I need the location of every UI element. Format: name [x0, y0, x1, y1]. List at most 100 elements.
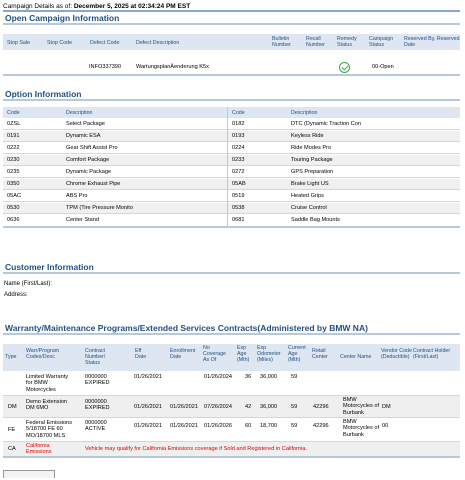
- warranty-row[interactable]: CA California Emissions Vehicle may qual…: [3, 442, 460, 458]
- defect-description: WartungsplanÄenderung K5x: [136, 64, 209, 70]
- option-row: 0350 Chrome Exhaust Pipe 05AB Brake Ligh…: [3, 179, 460, 190]
- option-header: Code Description Code Description: [3, 107, 460, 118]
- option-row: 0530 TPM (Tire Pressure Monito 0538 Crui…: [3, 203, 460, 214]
- current-age: 59: [291, 423, 298, 429]
- option-code: 0272: [232, 169, 245, 175]
- col-program: Warr/Program Codes/Desc: [26, 348, 60, 360]
- col-remedy: Remedy Status: [337, 36, 357, 48]
- option-code: 0233: [232, 157, 245, 163]
- no-coverage-date: 07/26/2024: [204, 404, 232, 410]
- exp-age: 36: [245, 374, 252, 380]
- enrollment-date: 01/26/2021: [170, 404, 198, 410]
- exp-age: 60: [245, 423, 252, 429]
- option-desc: GPS Preparation: [291, 169, 334, 175]
- top-divider: [3, 10, 460, 12]
- option-desc: Select Package: [66, 121, 105, 127]
- col-center: Center Name: [340, 354, 372, 360]
- option-code: 0636: [7, 217, 20, 223]
- col-cur-age: Current Age (Mth): [288, 345, 306, 363]
- contract-status: 0000000 EXPIRED: [85, 374, 110, 387]
- eff-date: 01/26/2021: [134, 404, 162, 410]
- warranty-row[interactable]: Limited Warranty for BMW Motorcycles 000…: [3, 371, 460, 396]
- current-age: 59: [291, 404, 298, 410]
- asof-value: December 5, 2025 at 02:34:24 PM EST: [73, 3, 191, 10]
- option-desc: Chrome Exhaust Pipe: [66, 181, 121, 187]
- option-desc: TPM (Tire Pressure Monito: [66, 205, 133, 211]
- program-desc: Limited Warranty for BMW Motorcycles: [26, 374, 69, 393]
- col-recall: Recall Number: [306, 36, 325, 48]
- warranty-type: CA: [8, 446, 16, 452]
- option-code: 0193: [232, 133, 245, 139]
- option-code: 0ZSL: [7, 121, 21, 127]
- option-code: 05AC: [7, 193, 21, 199]
- option-code: 0681: [232, 217, 245, 223]
- option-row: 0230 Comfort Package 0233 Touring Packag…: [3, 155, 460, 166]
- option-desc: Keyless Ride: [291, 133, 324, 139]
- option-code: 0191: [7, 133, 20, 139]
- exp-odometer: 36,000: [260, 374, 278, 380]
- col-defect-code: Defect Code: [90, 40, 120, 46]
- col-code-left: Code: [7, 110, 20, 116]
- col-code-right: Code: [232, 110, 245, 116]
- option-desc: Gear Shift Assist Pro: [66, 145, 118, 151]
- option-code: 0222: [7, 145, 20, 151]
- retail-center: 42296: [313, 423, 329, 429]
- customer-info-title: Customer Information: [3, 262, 460, 274]
- warranty-type: FE: [8, 427, 16, 433]
- col-exp-age: Exp Age (Mth): [237, 345, 250, 363]
- customer-address-label: Address:: [4, 292, 28, 298]
- no-coverage-date: 01/26/2026: [204, 423, 232, 429]
- option-code: 0538: [232, 205, 245, 211]
- contract-status: 0000000 EXPIRED: [85, 399, 110, 412]
- option-row: 05AC ABS Pro 0519 Heated Grips: [3, 191, 460, 202]
- warranty-title: Warranty/Maintenance Programs/Extended S…: [3, 323, 460, 335]
- option-desc: Cruise Control: [291, 205, 327, 211]
- option-desc: Touring Package: [291, 157, 333, 163]
- current-age: 59: [291, 374, 298, 380]
- col-stop-sale: Stop Sale: [7, 40, 30, 46]
- option-code: 0530: [7, 205, 20, 211]
- option-desc: ABS Pro: [66, 193, 88, 199]
- option-code: 0350: [7, 181, 20, 187]
- open-campaign-title: Open Campaign Information: [3, 13, 460, 25]
- col-vendor: Vendor Code (Deductible): [381, 348, 412, 360]
- warranty-header: Type Warr/Program Codes/Desc Contract Nu…: [3, 344, 460, 371]
- exp-odometer: 36,000: [260, 404, 278, 410]
- customer-name-label: Name (First/Last):: [4, 281, 53, 287]
- no-coverage-date: 01/26/2024: [204, 374, 232, 380]
- option-column-divider: [227, 107, 228, 228]
- asof-label: Campaign Details as of:: [3, 3, 73, 10]
- option-row: 0222 Gear Shift Assist Pro 0224 Ride Mod…: [3, 143, 460, 154]
- defect-code: INFO337390: [89, 64, 122, 70]
- campaign-asof: Campaign Details as of: December 5, 2025…: [3, 3, 190, 10]
- open-campaign-header: Stop Sale Stop Code Defect Code Defect D…: [3, 34, 460, 50]
- eff-date: 01/26/2021: [134, 423, 162, 429]
- program-desc: California Emissions: [26, 443, 52, 456]
- campaign-status: 00-Open: [372, 64, 394, 70]
- option-desc: Heated Grips: [291, 193, 324, 199]
- option-code: 0519: [232, 193, 245, 199]
- col-nocov: No Coverage As Of: [203, 345, 226, 363]
- warranty-row[interactable]: DM Demo Extension DM 6MO 0000000 EXPIRED…: [3, 396, 460, 418]
- col-desc-right: Description: [291, 110, 318, 116]
- center-name: BMW Motorcycles of Burbank: [343, 397, 380, 416]
- option-desc: Ride Modes Pro: [291, 145, 332, 151]
- exp-odometer: 18,700: [260, 423, 278, 429]
- program-desc: Federal Emissions 5/18700 FE 60 MO/18700…: [26, 420, 73, 439]
- open-campaign-row[interactable]: INFO337390 WartungsplanÄenderung K5x 00-…: [3, 58, 460, 76]
- bottom-control[interactable]: [3, 470, 55, 478]
- option-row: 0191 Dynamic ESA 0193 Keyless Ride: [3, 131, 460, 142]
- program-desc: Demo Extension DM 6MO: [26, 399, 68, 412]
- option-row: 0636 Center Stand 0681 Saddle Bag Mounts: [3, 215, 460, 228]
- col-reserved: Reserved By, Reserved Date: [404, 36, 460, 48]
- option-row: 0ZSL Select Package 0182 DTC (Dynamic Tr…: [3, 119, 460, 130]
- warranty-row[interactable]: FE Federal Emissions 5/18700 FE 60 MO/18…: [3, 418, 460, 442]
- center-name: BMW Motorcycles of Burbank: [343, 419, 380, 438]
- option-info-title: Option Information: [3, 89, 460, 101]
- retail-center: 42296: [313, 404, 329, 410]
- eff-date: 01/26/2021: [134, 374, 162, 380]
- col-enroll: Enrollment Date: [170, 348, 196, 360]
- option-code: 0235: [7, 169, 20, 175]
- col-holder: Contract Holder (First/Last): [413, 348, 451, 360]
- col-type: Type: [5, 354, 17, 360]
